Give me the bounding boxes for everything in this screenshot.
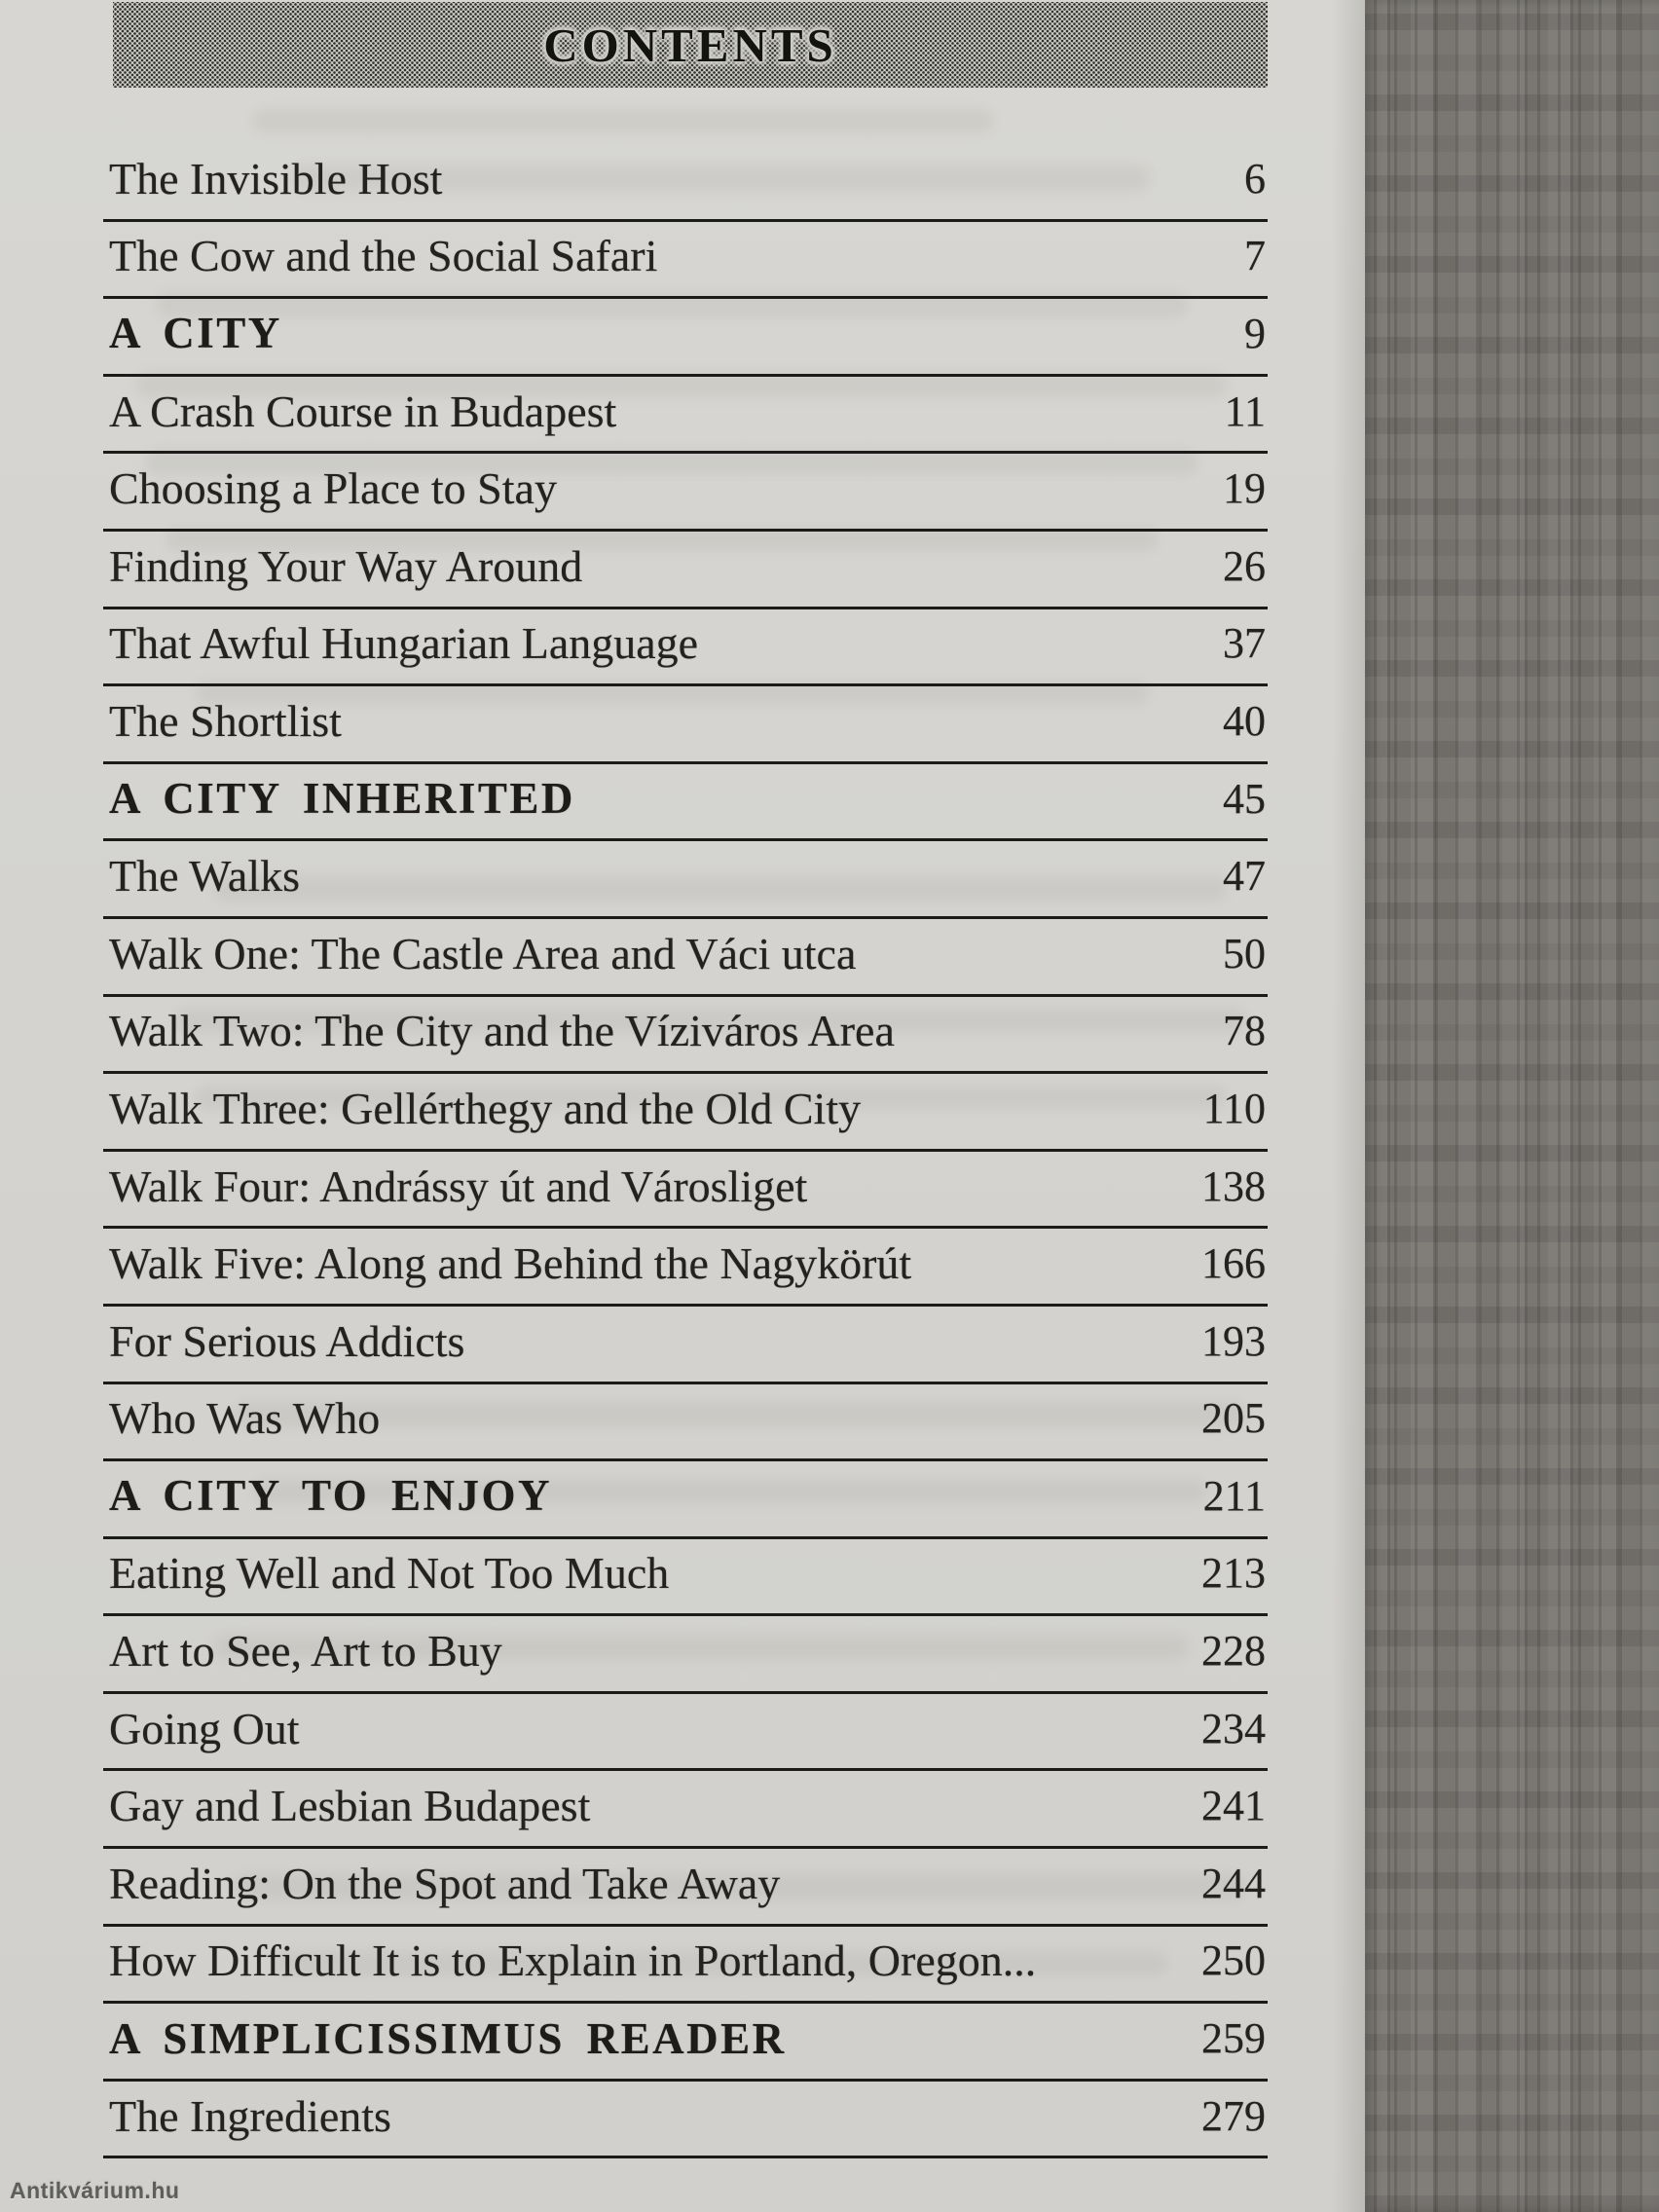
toc-entry-page: 9 [1244, 309, 1266, 357]
toc-entry-label: How Difficult It is to Explain in Portla… [109, 1936, 1037, 1986]
toc-entry-label: Gay and Lesbian Budapest [109, 1781, 591, 1831]
toc-entry-page: 259 [1201, 2014, 1266, 2063]
toc-entry-row: For Serious Addicts 193 [103, 1307, 1268, 1384]
toc-entry-page: 7 [1244, 232, 1266, 280]
toc-section-row: A CITY INHERITED 45 [103, 764, 1268, 842]
toc-entry-label: Walk One: The Castle Area and Váci utca [109, 928, 857, 978]
toc-entry-row: Walk Two: The City and the Víziváros Are… [103, 997, 1268, 1075]
toc-entry-row: The Invisible Host 6 [103, 144, 1268, 222]
toc-entry-row: Who Was Who 205 [103, 1384, 1268, 1462]
toc-entry-label: Choosing a Place to Stay [109, 463, 557, 514]
page-edge-shadow [1332, 0, 1365, 2212]
toc-entry-label: A Crash Course in Budapest [109, 386, 617, 436]
toc-entry-row: The Cow and the Social Safari 7 [103, 222, 1268, 300]
toc-entry-page: 40 [1223, 696, 1266, 745]
toc-entry-page: 211 [1202, 1471, 1266, 1520]
toc-entry-page: 166 [1201, 1239, 1266, 1288]
contents-header-bar: CONTENTS [113, 2, 1268, 88]
toc-entry-label: A CITY [109, 309, 282, 358]
toc-entry-label: Walk Two: The City and the Víziváros Are… [109, 1006, 895, 1056]
toc-entry-page: 193 [1201, 1316, 1266, 1365]
toc-entry-row: That Awful Hungarian Language 37 [103, 609, 1268, 687]
toc-entry-page: 205 [1201, 1394, 1266, 1443]
toc-entry-row: How Difficult It is to Explain in Portla… [103, 1927, 1268, 2005]
toc-entry-row: The Shortlist 40 [103, 686, 1268, 764]
toc-entry-page: 234 [1201, 1704, 1266, 1752]
page-title: CONTENTS [543, 18, 837, 72]
toc-entry-row: Gay and Lesbian Budapest 241 [103, 1771, 1268, 1850]
toc-entry-label: Walk Four: Andrássy út and Városliget [109, 1161, 808, 1211]
toc-entry-page: 45 [1223, 774, 1266, 823]
toc-entry-row: Going Out 234 [103, 1694, 1268, 1772]
toc-entry-page: 241 [1201, 1782, 1266, 1830]
toc-entry-label: Finding Your Way Around [109, 540, 583, 591]
toc-entry-label: Walk Three: Gellérthegy and the Old City [109, 1083, 862, 1133]
toc-entry-row: Walk Five: Along and Behind the Nagykörú… [103, 1229, 1268, 1307]
toc-entry-page: 110 [1202, 1084, 1266, 1132]
toc-entry-page: 47 [1223, 852, 1266, 901]
toc-entry-label: Who Was Who [109, 1393, 381, 1444]
toc-entry-page: 228 [1201, 1627, 1266, 1676]
toc-entry-label: A SIMPLICISSIMUS READER [109, 2013, 787, 2063]
watermark: Antikvárium.hu [10, 2178, 180, 2203]
toc-entry-label: The Cow and the Social Safari [109, 231, 658, 281]
toc-list: The Invisible Host 6 The Cow and the Socia… [103, 144, 1268, 2159]
toc-entry-row: Walk Four: Andrássy út and Városliget 138 [103, 1152, 1268, 1230]
toc-section-row: A CITY TO ENJOY 211 [103, 1461, 1268, 1539]
toc-entry-page: 11 [1224, 387, 1266, 435]
toc-entry-row: The Walks 47 [103, 841, 1268, 919]
toc-entry-row: The Ingredients 279 [103, 2082, 1268, 2159]
toc-entry-label: A CITY TO ENJOY [109, 1471, 553, 1521]
toc-entry-page: 78 [1223, 1007, 1266, 1055]
toc-entry-label: Eating Well and Not Too Much [109, 1548, 670, 1599]
toc-entry-row: Walk One: The Castle Area and Váci utca 5… [103, 919, 1268, 997]
book-edge-band [1365, 0, 1659, 2212]
toc-entry-label: That Awful Hungarian Language [109, 618, 699, 669]
toc-entry-page: 279 [1201, 2091, 1266, 2140]
toc-entry-row: Reading: On the Spot and Take Away 244 [103, 1849, 1268, 1927]
toc-entry-row: Choosing a Place to Stay 19 [103, 454, 1268, 532]
toc-entry-page: 37 [1223, 619, 1266, 668]
toc-entry-label: Reading: On the Spot and Take Away [109, 1858, 781, 1908]
toc-entry-label: The Walks [109, 851, 301, 902]
toc-entry-page: 213 [1201, 1549, 1266, 1598]
toc-entry-row: Eating Well and Not Too Much 213 [103, 1539, 1268, 1617]
toc-entry-page: 19 [1223, 464, 1266, 513]
toc-entry-row: Finding Your Way Around 26 [103, 532, 1268, 609]
toc-entry-page: 26 [1223, 541, 1266, 590]
toc-section-row: A CITY 9 [103, 299, 1268, 377]
toc-entry-page: 244 [1201, 1859, 1266, 1907]
toc-entry-label: Walk Five: Along and Behind the Nagykörú… [109, 1238, 912, 1289]
toc-entry-row: A Crash Course in Budapest 11 [103, 377, 1268, 455]
toc-entry-label: Art to See, Art to Buy [109, 1626, 502, 1677]
toc-entry-page: 6 [1244, 154, 1266, 203]
toc-section-row: A SIMPLICISSIMUS READER 259 [103, 2004, 1268, 2082]
toc-entry-row: Walk Three: Gellérthegy and the Old City… [103, 1074, 1268, 1152]
toc-entry-label: For Serious Addicts [109, 1315, 465, 1366]
bleedthrough-smudge [253, 109, 993, 132]
toc-entry-label: The Invisible Host [109, 153, 443, 203]
toc-entry-page: 250 [1201, 1936, 1266, 1985]
toc-entry-label: Going Out [109, 1703, 300, 1753]
toc-entry-label: A CITY INHERITED [109, 774, 575, 824]
toc-entry-row: Art to See, Art to Buy 228 [103, 1616, 1268, 1694]
toc-entry-label: The Shortlist [109, 695, 342, 746]
toc-entry-label: The Ingredients [109, 2090, 391, 2141]
toc-entry-page: 50 [1223, 929, 1266, 977]
toc-entry-page: 138 [1201, 1161, 1266, 1210]
